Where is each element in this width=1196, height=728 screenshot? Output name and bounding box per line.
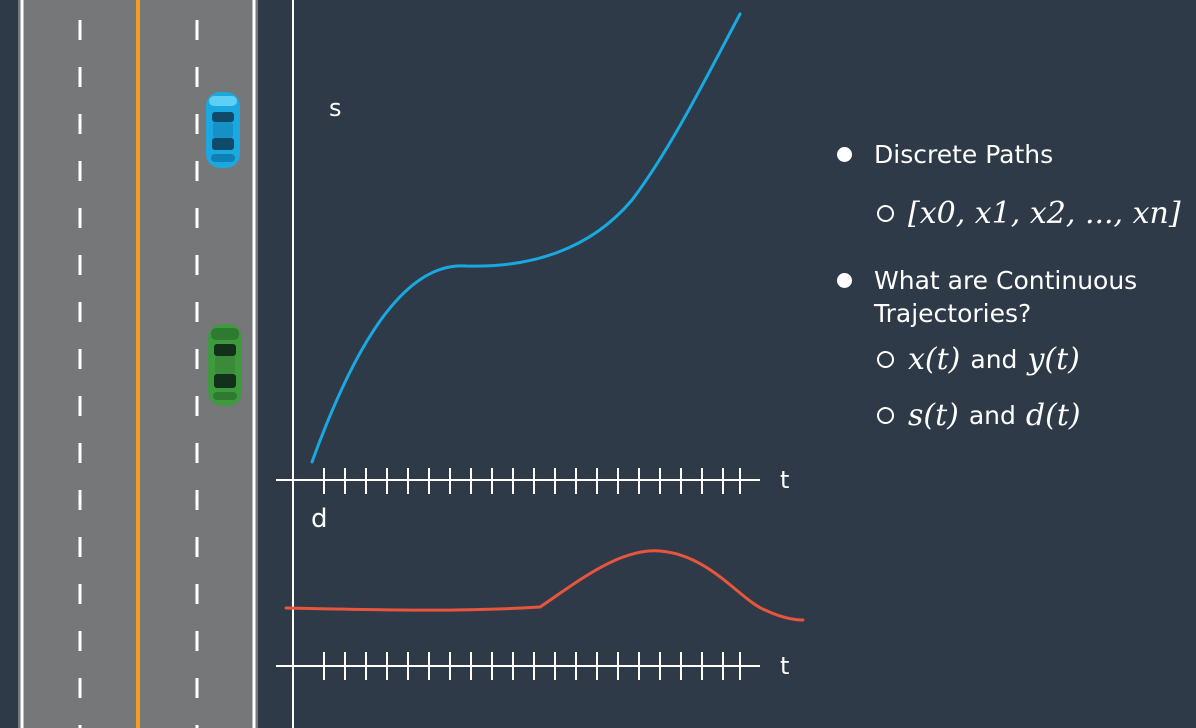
t-axis-top [276,468,760,494]
bullet-text: What are Continuous Trajectories? [874,266,1138,328]
bullet-ring-icon [877,205,894,222]
d-curve [284,549,805,622]
sub-bullet-discrete-list: [x0, x1, x2, ..., xn] [877,196,1181,231]
bullet-ring-icon [877,351,894,368]
green-car-icon [208,324,242,406]
bullet-continuous-trajectories: What are Continuous Trajectories? [837,264,1177,330]
bullet-discrete-paths: Discrete Paths [837,138,1053,171]
formula-x-of-t: x(t) [908,342,961,377]
bullet-ring-icon [877,407,894,424]
t-axis-bottom [276,652,760,680]
formula-d-of-t: d(t) [1025,398,1081,433]
blue-car-icon [206,92,240,168]
bullet-text: Discrete Paths [874,140,1054,169]
sub-bullet-sd: s(t) and d(t) [877,398,1081,433]
sub-bullet-xy: x(t) and y(t) [877,342,1080,377]
and-text: and [968,401,1016,430]
bullet-dot-icon [837,273,852,288]
bullet-dot-icon [837,147,852,162]
and-text: and [970,345,1018,374]
d-axis-label: d [311,504,328,534]
s-curve [310,12,742,464]
discrete-path-formula: [x0, x1, x2, ..., xn] [908,196,1181,231]
t-axis-label-top: t [780,466,789,494]
s-axis-label: s [329,94,342,122]
formula-y-of-t: y(t) [1027,342,1080,377]
formula-s-of-t: s(t) [908,398,959,433]
t-axis-label-bottom: t [780,652,789,680]
